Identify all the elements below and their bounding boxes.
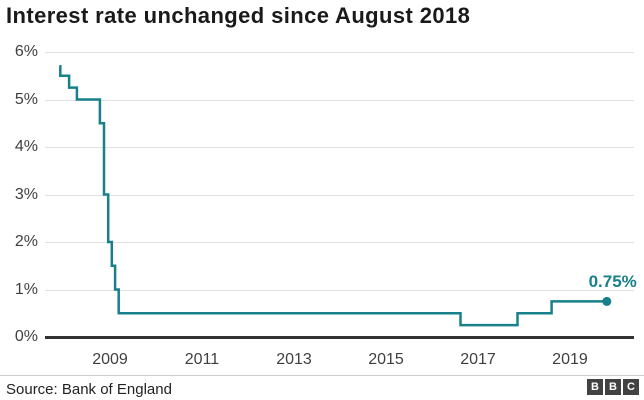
gridline-1% — [45, 289, 634, 291]
gridline-3% — [45, 194, 634, 196]
bbc-logo-block-2: B — [605, 379, 621, 395]
y-tick-label-1%: 1% — [14, 280, 38, 298]
bbc-logo-block-1: B — [587, 379, 603, 395]
y-tick-label-3%: 3% — [14, 185, 38, 203]
y-tick-label-6%: 6% — [14, 43, 38, 60]
x-tick-label-2017: 2017 — [460, 351, 496, 368]
footer-divider — [0, 375, 644, 376]
chart-title: Interest rate unchanged since August 201… — [6, 3, 471, 28]
gridline-2% — [45, 242, 634, 243]
y-tick-label-5%: 5% — [14, 90, 38, 108]
x-tick-label-2015: 2015 — [368, 351, 404, 368]
x-tick-label-2009: 2009 — [92, 351, 128, 368]
gridline-5% — [45, 99, 634, 101]
rate-line — [59, 65, 607, 327]
x-tick-label-2011: 2011 — [184, 351, 220, 368]
x-axis-line — [45, 336, 634, 339]
gridline-4% — [45, 147, 634, 148]
x-tick-label-2019: 2019 — [552, 351, 588, 368]
source-label: Source: Bank of England — [6, 381, 172, 398]
x-tick-label-2013: 2013 — [276, 351, 312, 368]
y-tick-label-2%: 2% — [14, 233, 38, 250]
latest-value-dot — [602, 296, 612, 306]
bbc-logo-block-3: C — [623, 379, 639, 395]
gridline-6% — [45, 52, 634, 53]
y-tick-label-0%: 0% — [14, 328, 38, 345]
latest-value-label: 0.75% — [588, 272, 637, 292]
y-tick-label-4%: 4% — [14, 138, 38, 155]
